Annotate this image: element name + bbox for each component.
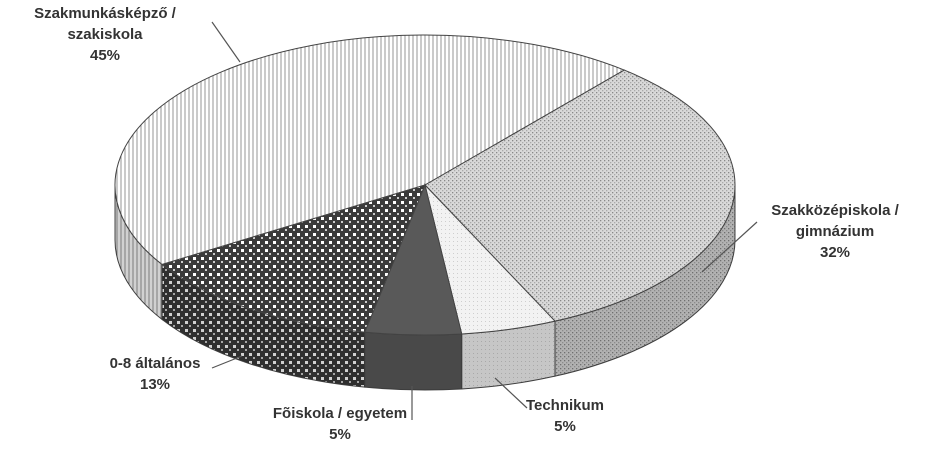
leader-line [211, 21, 241, 63]
slice [161, 184, 426, 333]
slice-label: Technikum [526, 397, 604, 414]
slice-side-shade [162, 264, 365, 388]
value-label: 13% [140, 376, 170, 393]
slice [114, 34, 626, 266]
slice-label: Szakközépiskola / gimnázium [771, 202, 899, 240]
value-label: 5% [329, 426, 351, 443]
leader-line [494, 377, 528, 409]
slice [424, 69, 736, 322]
slice-side-shade [555, 185, 735, 377]
slice-side-shade [364, 332, 462, 391]
slice-side-shade [115, 185, 163, 320]
slice-side-shade [461, 321, 556, 389]
leader-line [211, 355, 243, 369]
slice-label: Szakmunkásképző / szakiskola [34, 5, 177, 43]
leader-line [701, 221, 758, 273]
slice-label: 0-8 általános [110, 355, 201, 372]
value-label: 32% [820, 244, 850, 261]
value-label: 5% [554, 418, 576, 435]
slice-label: Fõiskola / egyetem [273, 405, 407, 422]
value-label: 45% [90, 47, 120, 64]
